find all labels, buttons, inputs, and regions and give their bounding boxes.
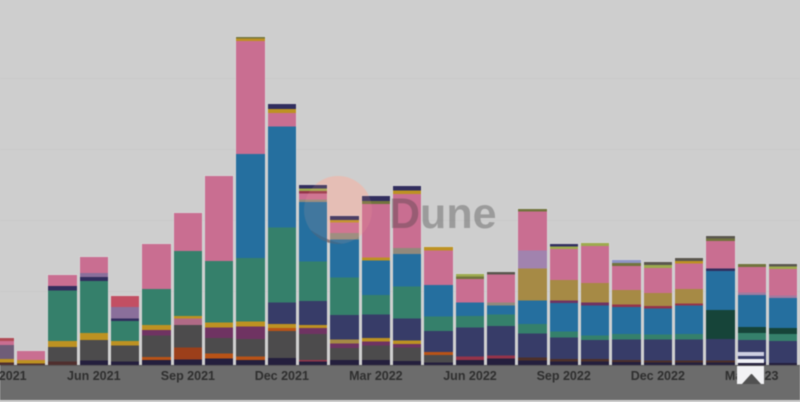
svg-text:Dune: Dune (389, 190, 497, 238)
